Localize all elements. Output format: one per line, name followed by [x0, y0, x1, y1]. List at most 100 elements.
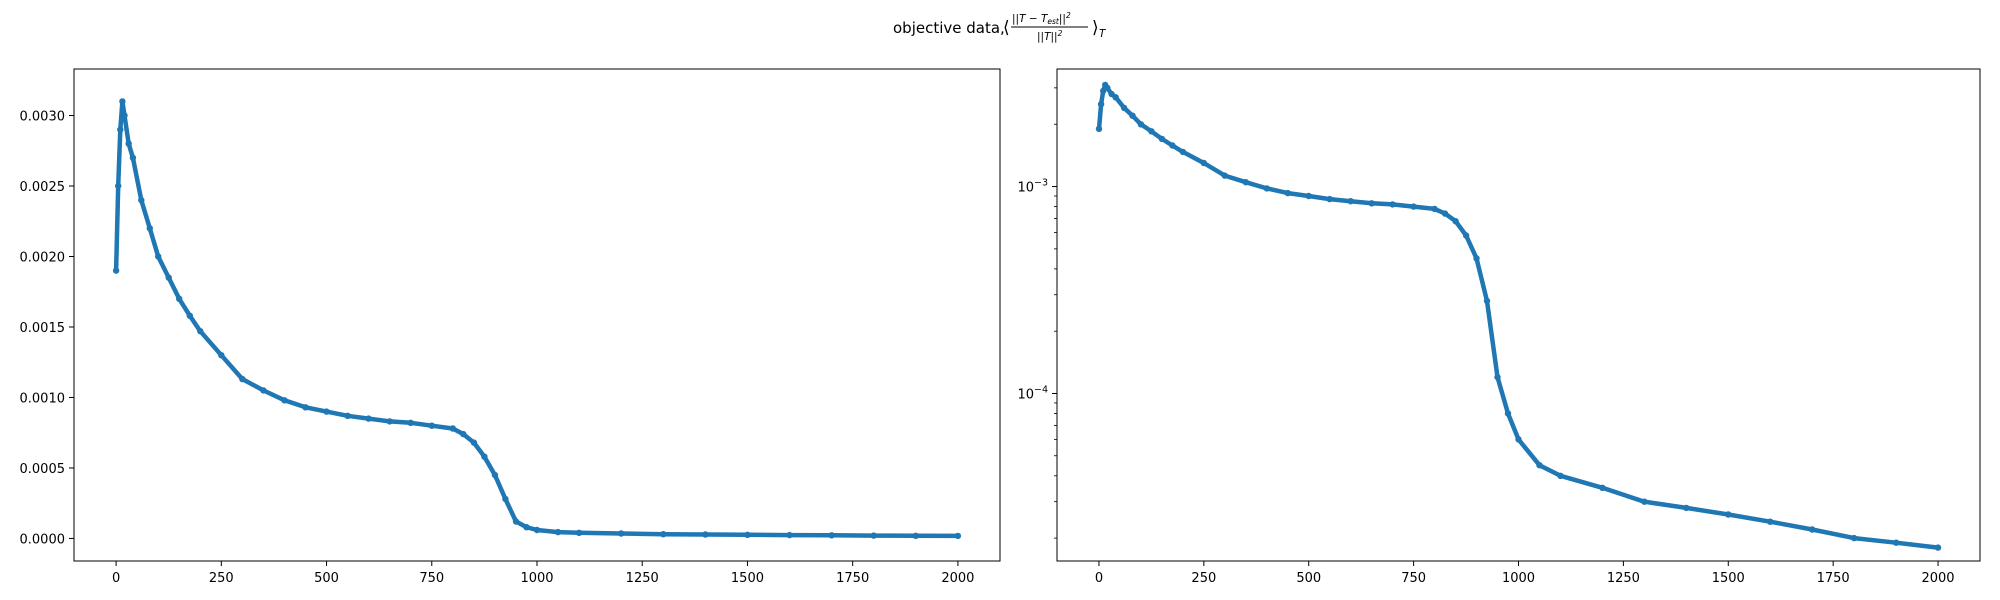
suptitle: objective data, ⟨ ||T − Test||2 ||T||2 ⟩… — [893, 11, 1107, 43]
y-tick-label-base: 10 — [1017, 181, 1034, 196]
x-tick-label: 1750 — [836, 571, 869, 586]
data-point — [502, 495, 509, 503]
data-point — [1305, 192, 1312, 200]
data-point — [1129, 112, 1136, 119]
data-point — [1148, 128, 1155, 135]
x-tick-label: 750 — [419, 571, 444, 586]
x-tick-label: 500 — [314, 571, 339, 586]
data-point — [1934, 544, 1942, 551]
data-point — [146, 225, 153, 232]
data-point — [323, 408, 330, 415]
x-tick-label: 0 — [112, 571, 120, 586]
data-point — [481, 453, 488, 460]
axes-frame — [1056, 68, 1981, 562]
x-tick-label: 0 — [1095, 571, 1103, 586]
y-tick-label: 10−3 — [1017, 178, 1048, 196]
series-layer — [112, 98, 962, 540]
data-point — [470, 439, 478, 446]
suptitle-denominator-text: ||T|| — [1037, 31, 1058, 43]
suptitle-bracket-sub: T — [1099, 28, 1107, 40]
data-point — [117, 126, 124, 133]
data-point — [119, 98, 126, 105]
x-axis-ticks: 0 250 500 750 1000 1250 1500 1750 2000 — [112, 561, 974, 586]
data-point — [112, 267, 120, 274]
data-point — [1263, 185, 1271, 192]
data-point — [702, 531, 709, 538]
y-tick-label-exponent: −4 — [1034, 384, 1048, 395]
x-tick-label: 2000 — [941, 571, 974, 586]
data-point — [554, 528, 562, 536]
data-point — [1641, 498, 1648, 505]
data-point — [386, 418, 393, 425]
suptitle-numerator: ||T − Test||2 — [1012, 11, 1071, 26]
data-point — [121, 112, 128, 119]
data-point — [239, 375, 246, 383]
data-point — [1221, 172, 1229, 179]
data-point — [1809, 526, 1816, 533]
data-point — [125, 140, 132, 147]
data-point — [512, 518, 520, 525]
data-point — [1515, 436, 1522, 443]
data-point — [618, 530, 625, 537]
y-tick-label: 10−4 — [1017, 384, 1048, 402]
x-tick-label: 1500 — [1712, 571, 1745, 586]
data-point — [138, 196, 145, 204]
data-point — [1599, 484, 1606, 491]
data-point — [197, 328, 204, 335]
data-point — [1473, 255, 1480, 262]
x-tick-label: 1750 — [1817, 571, 1850, 586]
data-point — [1200, 159, 1208, 167]
data-point — [1347, 198, 1354, 205]
y-tick-label: 0.0030 — [20, 110, 66, 125]
y-tick-label-exponent: −3 — [1034, 178, 1048, 189]
y-tick-label: 0.0000 — [20, 532, 66, 547]
data-point — [260, 387, 267, 394]
data-point — [1095, 125, 1103, 133]
data-point — [870, 532, 877, 539]
y-tick-label-base: 10 — [1017, 387, 1034, 402]
data-point — [1452, 218, 1459, 225]
suptitle-numerator-text: ||T − T — [1012, 13, 1049, 25]
data-point — [1112, 94, 1119, 101]
data-point — [1368, 200, 1375, 207]
data-point — [912, 532, 919, 539]
x-tick-label: 2000 — [1921, 571, 1954, 586]
y-tick-label: 0.0015 — [20, 321, 66, 336]
data-point — [1389, 201, 1396, 208]
data-point — [1120, 104, 1128, 112]
data-point — [129, 154, 137, 161]
suptitle-fraction: ||T − Test||2 ||T|| 2 — [1011, 11, 1088, 43]
data-point — [365, 415, 372, 422]
data-point — [491, 471, 499, 479]
data-point — [165, 274, 172, 281]
x-tick-label: 1250 — [1607, 571, 1640, 586]
data-point — [1536, 462, 1543, 469]
x-tick-label: 250 — [1191, 571, 1216, 586]
x-tick-label: 1250 — [626, 571, 659, 586]
data-point — [1483, 297, 1491, 305]
x-tick-label: 1000 — [1502, 571, 1535, 586]
data-point — [460, 430, 467, 438]
data-point — [1557, 472, 1564, 479]
suptitle-numerator-sub: est — [1047, 17, 1060, 26]
data-point — [1683, 504, 1690, 512]
data-point — [449, 425, 456, 432]
x-tick-label: 250 — [209, 571, 234, 586]
data-point — [744, 531, 751, 538]
data-point — [344, 412, 351, 419]
y-axis-ticks: 0.0000 0.0005 0.0010 0.0015 0.0020 0.0025 0.00… — [20, 110, 74, 547]
chart-right-log: 0 250 500 750 1000 1250 1500 1750 2000 10−410−3 — [1017, 68, 1981, 586]
data-point — [115, 182, 122, 190]
suptitle-bracket-open: ⟨ — [1003, 18, 1010, 38]
x-tick-label: 1500 — [731, 571, 764, 586]
data-point — [1242, 179, 1250, 186]
data-point — [660, 531, 667, 538]
suptitle-numerator-sup: 2 — [1066, 11, 1071, 20]
data-point — [302, 404, 309, 411]
y-tick-label: 0.0005 — [20, 462, 66, 477]
suptitle-bracket-close: ⟩ — [1092, 18, 1099, 38]
data-point — [1169, 142, 1176, 149]
data-point — [1850, 534, 1858, 542]
data-point — [186, 312, 193, 319]
x-tick-label: 500 — [1296, 571, 1321, 586]
